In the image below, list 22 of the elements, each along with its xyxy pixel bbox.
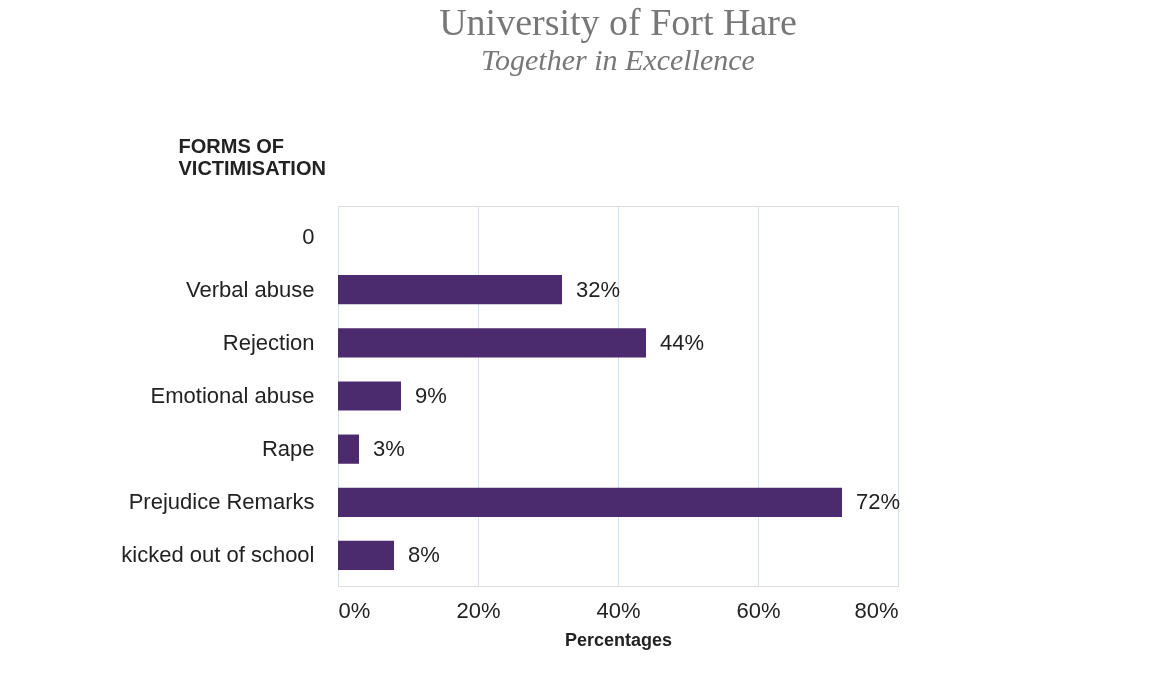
data-label: 44% xyxy=(660,329,705,355)
x-tick-label: 0% xyxy=(338,597,371,623)
x-tick-label: 80% xyxy=(854,597,899,623)
data-label: 32% xyxy=(576,276,621,302)
y-tick-label: Verbal abuse xyxy=(186,276,315,302)
y-axis-title: FORMS OF VICTIMISATION xyxy=(178,134,326,179)
chart-title: University of Fort Hare xyxy=(439,1,797,43)
y-tick-label: 0 xyxy=(302,223,315,249)
data-label: 3% xyxy=(373,436,405,462)
chart-subtitle: Together in Excellence xyxy=(481,43,755,76)
x-tick-label: 60% xyxy=(736,597,781,623)
x-tick-label: 20% xyxy=(456,597,501,623)
x-tick-label: 40% xyxy=(596,597,641,623)
y-tick-label: Rejection xyxy=(222,329,315,355)
y-tick-label: Rape xyxy=(261,436,315,462)
y-tick-label: kicked out of school xyxy=(121,542,315,568)
data-label: 8% xyxy=(408,542,440,568)
x-axis-title: Percentages xyxy=(564,629,673,650)
data-label: 9% xyxy=(415,383,447,408)
data-label: 72% xyxy=(856,489,901,515)
y-tick-label: Emotional abuse xyxy=(150,383,315,408)
y-tick-label: Prejudice Remarks xyxy=(128,489,315,515)
